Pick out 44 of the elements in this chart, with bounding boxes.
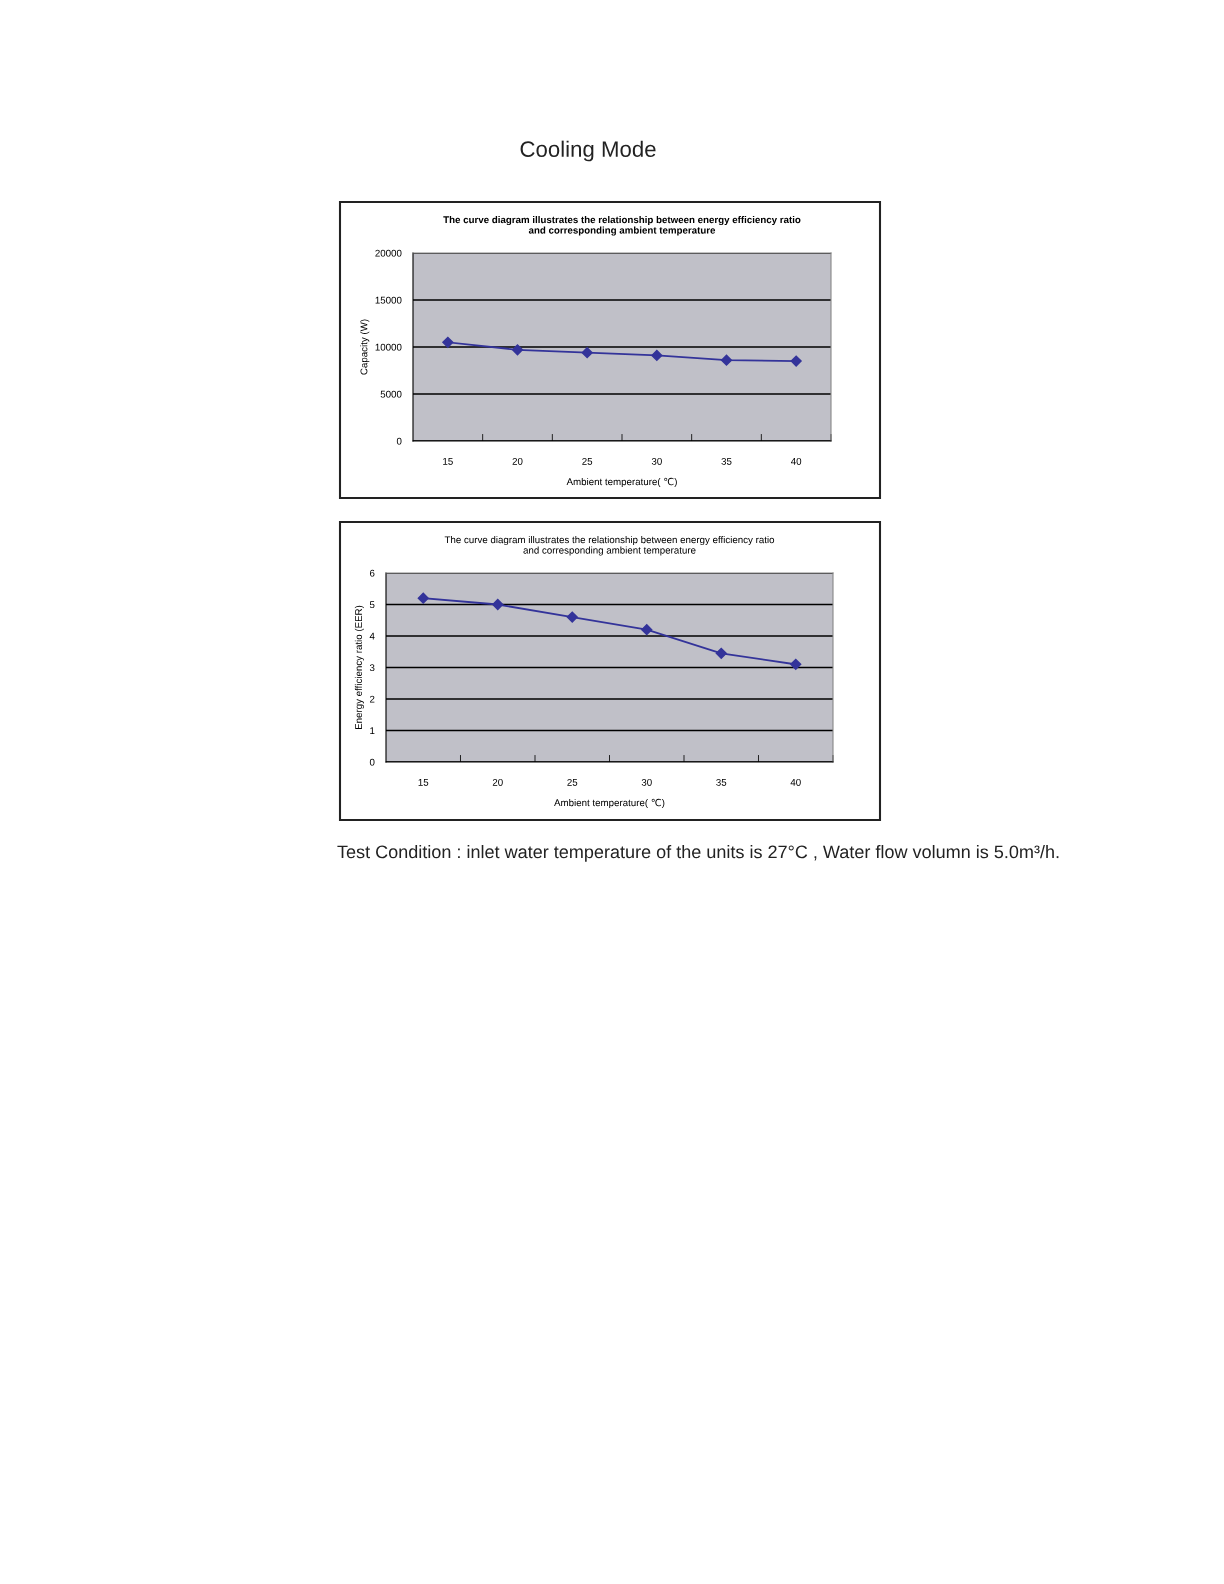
y-tick-label: 2: [369, 695, 375, 703]
y-tick-label: 0: [369, 758, 375, 766]
x-tick-label: 30: [641, 778, 652, 786]
point: [715, 647, 727, 659]
x-tick-label: 25: [582, 457, 593, 465]
point: [790, 355, 802, 367]
point: [651, 349, 663, 362]
y-tick-label: 0: [396, 437, 402, 445]
x-axis-title: Ambient temperature( ℃): [566, 477, 677, 488]
y-tick-label: 5000: [380, 390, 402, 398]
point: [442, 336, 454, 348]
point: [790, 658, 802, 670]
x-tick-label: 25: [567, 778, 578, 786]
y-tick-label: 1: [370, 727, 375, 735]
point: [511, 344, 524, 356]
y-tick-label: 3: [369, 664, 375, 672]
point: [720, 354, 733, 366]
point: [492, 598, 504, 611]
text: Test Condition : inlet water temperature of the units is 27°C , Water flow volumn is 5.0m³/h.: [337, 845, 1059, 862]
x-tick-label: 40: [790, 457, 802, 465]
x-tick-label: 15: [443, 458, 453, 465]
text: Cooling Mode: [520, 140, 656, 162]
point: [417, 592, 429, 604]
x-axis-title: Ambient temperature( ℃): [554, 798, 665, 809]
chart-title: The curve diagram illustrates the relationship between energy efficiency ratio and corresponding ambient temperature: [443, 216, 801, 236]
x-tick-label: 20: [512, 457, 523, 465]
y-tick-label: 10000: [375, 343, 402, 351]
x-tick-label: 40: [790, 778, 801, 786]
y-tick-label: 6: [369, 569, 375, 577]
y-tick-label: 20000: [375, 249, 402, 257]
point: [641, 624, 653, 636]
x-tick-label: 30: [651, 457, 662, 465]
chart-title: The curve diagram illustrates the relationship between energy efficiency ratio and corresponding ambient temperature: [444, 536, 775, 556]
y-axis-title: Energy efficiency ratio (EER): [354, 605, 364, 730]
x-tick-label: 20: [492, 778, 503, 786]
y-axis-title: Capacity (W): [360, 319, 370, 375]
y-tick-label: 15000: [375, 296, 402, 304]
x-tick-label: 35: [721, 457, 732, 465]
point: [566, 611, 578, 623]
x-tick-label: 35: [716, 778, 727, 786]
x-tick-label: 15: [418, 779, 429, 786]
point: [581, 347, 593, 359]
y-tick-label: 4: [369, 632, 375, 640]
y-tick-label: 5: [369, 601, 375, 609]
